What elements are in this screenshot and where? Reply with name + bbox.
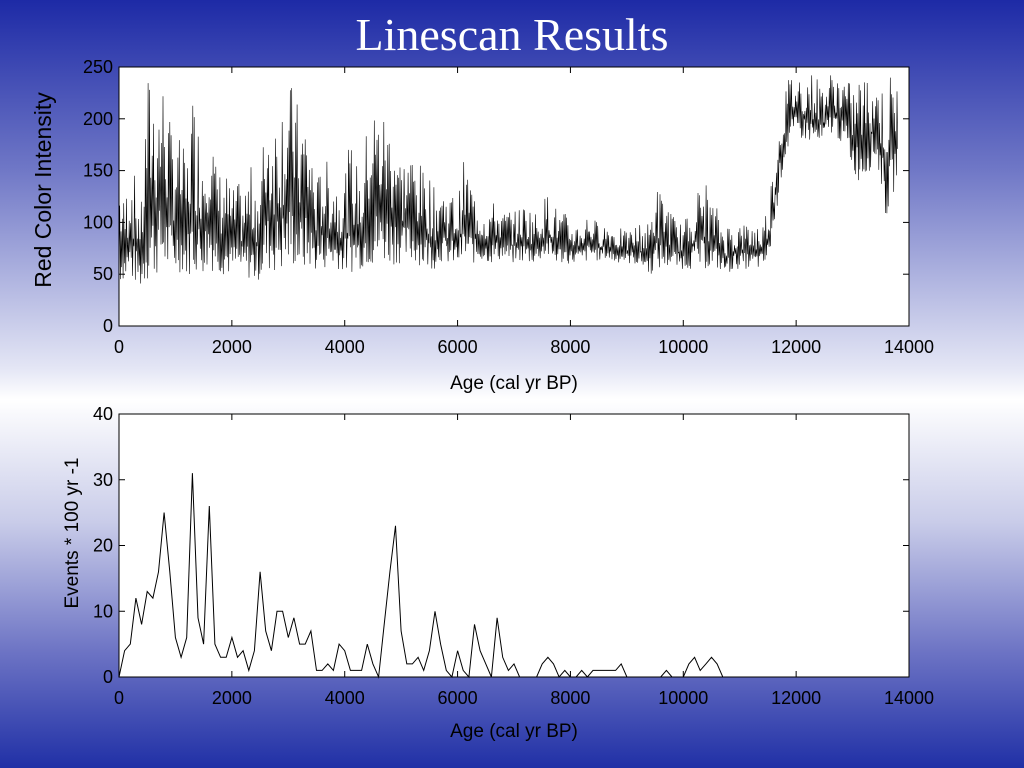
bottom-ytick-label: 20 [93,536,113,556]
top-xtick-label: 6000 [438,337,478,357]
bottom-xtick-label: 4000 [325,688,365,708]
bottom-ytick-label: 30 [93,470,113,490]
bottom-xtick-label: 8000 [550,688,590,708]
top-ytick-label: 0 [103,316,113,336]
top-xtick-label: 2000 [212,337,252,357]
bottom-xtick-label: 0 [114,688,124,708]
top-ytick-label: 250 [83,57,113,77]
x-axis-label-top: Age (cal yr BP) [450,373,578,394]
top-ytick-label: 200 [83,109,113,129]
bottom-xtick-label: 2000 [212,688,252,708]
top-xtick-label: 14000 [884,337,934,357]
bottom-ytick-label: 40 [93,404,113,424]
top-xtick-label: 10000 [658,337,708,357]
bottom-xtick-label: 10000 [658,688,708,708]
chart-red-intensity: 0 2000 4000 6000 8000 10000 12000 14000 0 50 100 15… [30,57,934,394]
y-axis-label-bottom: Events * 100 yr -1 [62,457,83,608]
bottom-xtick-label: 14000 [884,688,934,708]
plot-area-bottom [119,414,909,677]
slide-title: Linescan Results [355,9,669,60]
y-axis-label-top: Red Color Intensity [30,92,56,288]
top-ytick-label: 50 [93,264,113,284]
plot-frame-top [118,66,910,327]
top-ytick-label: 150 [83,161,113,181]
top-xtick-label: 4000 [325,337,365,357]
chart-events: 0 2000 4000 6000 8000 10000 12000 14000 0 10 20 30 4… [62,404,934,742]
series-line-events [118,473,898,679]
series-line-red-intensity [118,75,898,284]
bottom-ytick-label: 0 [103,667,113,687]
top-xtick-label: 12000 [771,337,821,357]
top-ytick-label: 100 [83,212,113,232]
x-axis-label-bottom: Age (cal yr BP) [450,721,578,742]
bottom-ytick-label: 10 [93,601,113,621]
top-xtick-label: 0 [114,337,124,357]
top-xtick-label: 8000 [550,337,590,357]
bottom-xtick-label: 6000 [438,688,478,708]
bottom-xtick-label: 12000 [771,688,821,708]
